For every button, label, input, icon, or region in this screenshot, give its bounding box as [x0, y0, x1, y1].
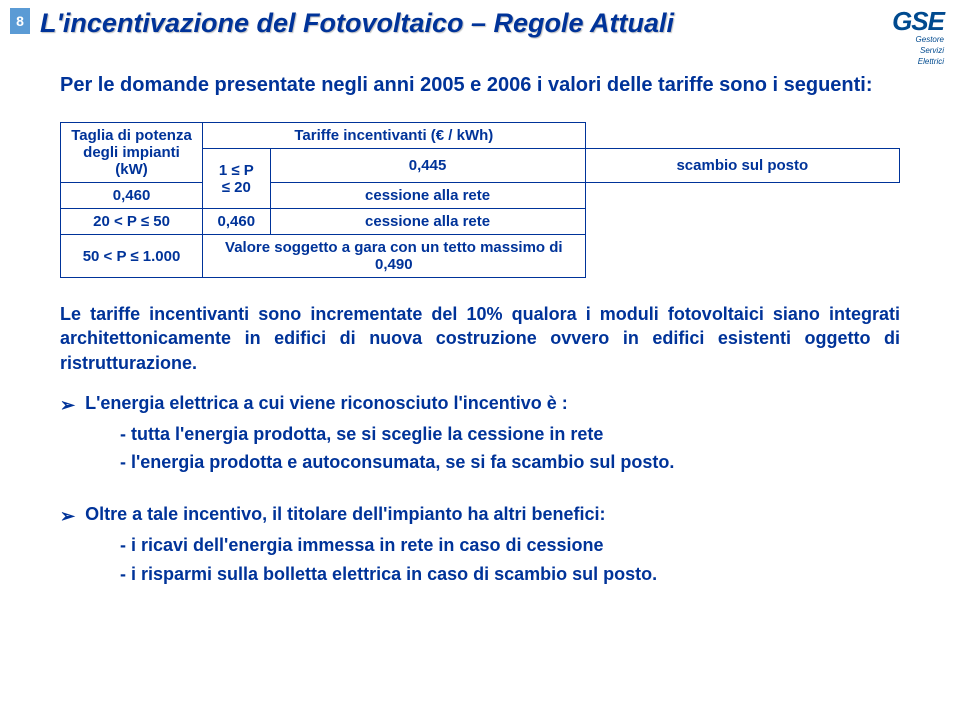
cell-desc-3: Valore soggetto a gara con un tetto mass…: [203, 235, 586, 278]
arrow-icon: ➢: [60, 395, 75, 416]
tariff-table: Taglia di potenza degli impianti (kW) Ta…: [60, 122, 900, 278]
bullet-block-1: ➢ L'energia elettrica a cui viene ricono…: [60, 393, 900, 475]
table-row: 20 < P ≤ 50 0,460 cessione alla rete: [61, 209, 900, 235]
table-row: 0,460 cessione alla rete: [61, 183, 900, 209]
cell-desc-1a: scambio sul posto: [585, 149, 899, 183]
cell-val-1a: 0,445: [270, 149, 585, 183]
page-title: L'incentivazione del Fotovoltaico – Rego…: [40, 8, 840, 39]
bullet-1-sub-1: - tutta l'energia prodotta, se si scegli…: [120, 422, 900, 446]
bullet-1-sub-2: - l'energia prodotta e autoconsumata, se…: [120, 450, 900, 474]
logo-sub-2: Servizi: [892, 47, 944, 56]
cell-val-1b: 0,460: [61, 183, 203, 209]
logo-sub-1: Gestore: [892, 36, 944, 45]
bullet-1-text: L'energia elettrica a cui viene riconosc…: [85, 393, 568, 414]
header-col2: Tariffe incentivanti (€ / kWh): [203, 123, 586, 149]
bullet-block-2: ➢ Oltre a tale incentivo, il titolare de…: [60, 504, 900, 586]
logo: GSE Gestore Servizi Elettrici: [892, 8, 944, 66]
cell-range-2: 20 < P ≤ 50: [61, 209, 203, 235]
table-row: 50 < P ≤ 1.000 Valore soggetto a gara co…: [61, 235, 900, 278]
table-header-row: Taglia di potenza degli impianti (kW) Ta…: [61, 123, 900, 149]
paragraph-1: Le tariffe incentivanti sono incrementat…: [60, 302, 900, 375]
cell-range-1: 1 ≤ P ≤ 20: [203, 149, 270, 209]
bullet-2-sub-2: - i risparmi sulla bolletta elettrica in…: [120, 562, 900, 586]
cell-range-3: 50 < P ≤ 1.000: [61, 235, 203, 278]
cell-desc-2: cessione alla rete: [270, 209, 585, 235]
bullet-2-sub-1: - i ricavi dell'energia immessa in rete …: [120, 533, 900, 557]
bullet-2-text: Oltre a tale incentivo, il titolare dell…: [85, 504, 605, 525]
cell-val-2: 0,460: [203, 209, 270, 235]
page-number: 8: [10, 8, 30, 34]
bullet-2-lead: ➢ Oltre a tale incentivo, il titolare de…: [60, 504, 900, 527]
cell-desc-1b: cessione alla rete: [270, 183, 585, 209]
header-col1: Taglia di potenza degli impianti (kW): [61, 123, 203, 183]
logo-main: GSE: [892, 8, 944, 34]
intro-text: Per le domande presentate negli anni 200…: [60, 72, 900, 98]
bullet-1-lead: ➢ L'energia elettrica a cui viene ricono…: [60, 393, 900, 416]
content-area: Per le domande presentate negli anni 200…: [60, 72, 900, 604]
logo-sub-3: Elettrici: [892, 58, 944, 67]
arrow-icon: ➢: [60, 506, 75, 527]
